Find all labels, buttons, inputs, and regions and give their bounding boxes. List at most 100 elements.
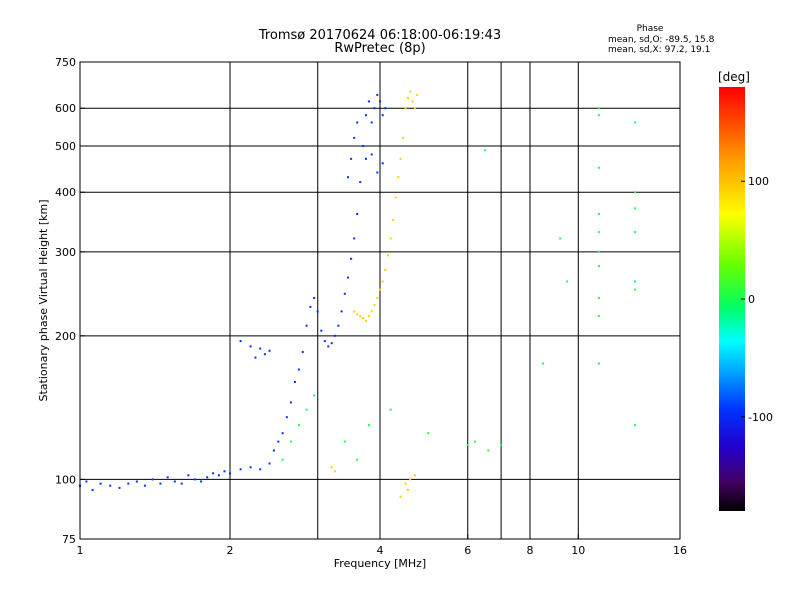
colorbar-tick-label-0: 0 — [748, 293, 755, 306]
echo-point-s2-8 — [389, 408, 392, 411]
echo-point-s2-33 — [634, 288, 637, 291]
echo-point-s0-8 — [143, 484, 146, 487]
echo-point-s0-41 — [330, 342, 333, 345]
echo-point-s0-49 — [356, 213, 359, 215]
x-tick-label-1: 1 — [77, 544, 84, 557]
echo-point-s0-10 — [159, 482, 162, 485]
echo-point-s2-31 — [634, 231, 637, 234]
echo-point-s0-2 — [91, 489, 94, 491]
echo-point-s0-40 — [327, 345, 330, 348]
phase-stats-o-mode: mean, sd,O: -89.5, 15.8 — [608, 35, 715, 45]
echo-point-s1-18 — [402, 136, 405, 139]
echo-point-s1-2 — [359, 315, 362, 318]
echo-point-s1-5 — [367, 315, 370, 318]
echo-point-s0-3 — [99, 482, 102, 485]
echo-point-s0-7 — [135, 480, 138, 483]
x-tick-label-8: 8 — [527, 544, 534, 557]
echo-point-s0-13 — [180, 482, 183, 485]
echo-point-s2-32 — [634, 280, 637, 283]
echo-point-s0-56 — [376, 93, 379, 96]
echo-point-s0-42 — [334, 334, 337, 337]
colorbar-ticks: 100 0 -100 — [741, 175, 773, 424]
echo-point-s1-7 — [373, 304, 376, 307]
echo-point-s0-58 — [381, 114, 384, 117]
echo-point-s0-61 — [370, 153, 373, 156]
echo-point-s0-5 — [118, 486, 121, 489]
echo-point-s0-1 — [85, 480, 88, 483]
echo-point-s2-1 — [289, 440, 292, 443]
echo-point-s2-14 — [484, 149, 487, 152]
echo-point-s0-4 — [109, 484, 112, 487]
echo-point-s0-19 — [217, 474, 220, 477]
echo-point-s0-69 — [249, 345, 252, 348]
echo-point-s2-15 — [542, 362, 545, 365]
echo-point-s1-4 — [365, 319, 367, 322]
echo-point-s0-57 — [379, 100, 381, 103]
echo-point-s2-20 — [597, 166, 600, 169]
echo-point-s1-17 — [399, 157, 402, 160]
echo-point-s2-30 — [634, 207, 637, 210]
x-tick-label-6: 6 — [464, 544, 471, 557]
echo-point-s2-26 — [597, 315, 600, 318]
echo-point-s1-12 — [387, 254, 389, 257]
x-tick-label-4: 4 — [377, 544, 384, 557]
echo-point-s0-31 — [293, 381, 296, 383]
echo-point-s1-0 — [353, 310, 356, 313]
echo-point-s0-48 — [353, 237, 356, 240]
echo-point-s0-32 — [297, 368, 300, 371]
phase-colorbar — [719, 87, 745, 511]
echo-point-s1-19 — [404, 107, 407, 110]
echo-point-s1-9 — [379, 288, 381, 291]
echo-point-s0-71 — [268, 349, 271, 352]
chart-subtitle: RwPretec (8p) — [334, 41, 426, 56]
echo-point-s1-10 — [381, 280, 384, 283]
echo-point-s2-29 — [634, 191, 637, 194]
echo-point-s0-29 — [285, 416, 288, 419]
echo-point-s0-43 — [337, 324, 340, 327]
echo-point-s2-16 — [559, 237, 562, 240]
y-tick-label-750: 750 — [55, 56, 76, 69]
colorbar-tick-label--100: -100 — [748, 411, 773, 424]
echo-point-s1-25 — [330, 466, 333, 469]
x-tick-label-16: 16 — [673, 544, 687, 557]
echo-point-s0-35 — [309, 305, 312, 308]
phase-stats-x-mode: mean, sd,X: 97.2, 19.1 — [608, 45, 711, 55]
echo-point-s0-60 — [365, 157, 367, 160]
echo-point-s0-33 — [301, 351, 304, 353]
echo-point-s2-7 — [367, 424, 370, 427]
echo-point-s0-63 — [381, 162, 384, 165]
echo-point-s2-18 — [597, 107, 600, 110]
echo-point-s1-16 — [397, 176, 400, 179]
echo-point-s0-38 — [320, 329, 323, 332]
echo-point-s0-21 — [229, 472, 231, 475]
y-tick-label-400: 400 — [55, 186, 76, 199]
echo-point-s0-23 — [249, 466, 252, 469]
echo-point-s2-23 — [597, 250, 600, 253]
echo-point-s2-34 — [634, 424, 637, 427]
echo-point-s0-59 — [384, 107, 387, 110]
echo-point-s1-31 — [413, 474, 416, 477]
echo-point-s1-30 — [409, 478, 412, 481]
echo-point-s2-0 — [281, 458, 284, 461]
echo-point-s1-28 — [406, 489, 409, 491]
echo-point-s1-11 — [384, 268, 387, 271]
echo-point-s0-70 — [259, 347, 262, 350]
y-tick-label-300: 300 — [55, 246, 76, 259]
y-axis-label: Stationary phase Virtual Height [km] — [37, 199, 50, 401]
echo-point-s0-11 — [166, 476, 169, 479]
echo-point-s1-6 — [370, 310, 373, 313]
echo-point-s2-10 — [466, 444, 469, 447]
y-tick-label-200: 200 — [55, 330, 76, 343]
echo-point-s2-5 — [343, 440, 346, 443]
y-tick-label-75: 75 — [62, 533, 76, 546]
echo-point-s0-37 — [316, 310, 319, 313]
echo-point-s2-13 — [500, 444, 503, 447]
echo-point-s0-12 — [173, 480, 176, 483]
echo-point-s0-16 — [200, 480, 203, 483]
echo-point-s2-22 — [597, 231, 600, 234]
echo-point-s0-54 — [370, 121, 373, 124]
echo-point-s0-46 — [347, 276, 349, 279]
echo-point-s1-20 — [406, 97, 409, 100]
echo-point-s0-22 — [239, 468, 242, 471]
echo-point-s2-28 — [634, 121, 637, 124]
